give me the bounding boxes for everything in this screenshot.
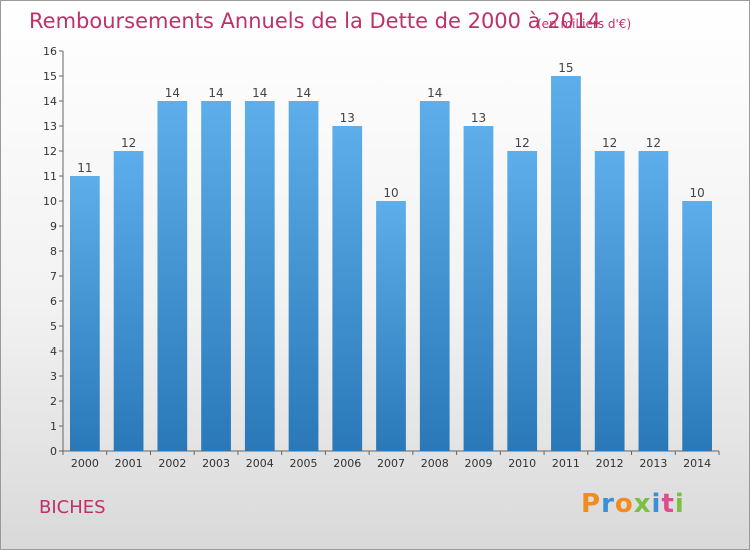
bar-2006 [332, 126, 363, 451]
bar-value-label: 14 [165, 86, 180, 100]
bar-value-label: 14 [427, 86, 442, 100]
bar-2001 [113, 151, 144, 451]
x-tick-label: 2010 [508, 457, 536, 470]
logo-letter: r [601, 489, 615, 519]
y-tick-label: 16 [43, 45, 57, 58]
bar-value-label: 14 [208, 86, 223, 100]
y-tick-label: 15 [43, 70, 57, 83]
bar-value-label: 12 [602, 136, 617, 150]
bar-value-label: 12 [515, 136, 530, 150]
bar-2010 [507, 151, 538, 451]
bar-2000 [69, 176, 100, 451]
y-tick-label: 7 [50, 270, 57, 283]
logo-letter: i [674, 489, 685, 519]
x-tick-label: 2007 [377, 457, 405, 470]
x-tick-label: 2006 [333, 457, 361, 470]
x-tick-label: 2011 [552, 457, 580, 470]
bar-2005 [288, 101, 319, 451]
x-tick-label: 2012 [596, 457, 624, 470]
y-tick-label: 3 [50, 370, 57, 383]
x-tick-label: 2009 [464, 457, 492, 470]
x-tick-label: 2013 [639, 457, 667, 470]
chart-unit: (en milliers d'€) [537, 17, 632, 31]
x-tick-label: 2004 [246, 457, 274, 470]
bar-value-label: 10 [383, 186, 398, 200]
x-tick-label: 2003 [202, 457, 230, 470]
bar-value-label: 14 [296, 86, 311, 100]
proxiti-logo[interactable]: Proxiti [581, 489, 685, 525]
chart-title: Remboursements Annuels de la Dette de 20… [29, 9, 601, 33]
y-tick-label: 10 [43, 195, 57, 208]
bar-value-label: 13 [471, 111, 486, 125]
commune-name: BICHES [39, 497, 106, 518]
y-tick-label: 11 [43, 170, 57, 183]
bar-2002 [157, 101, 188, 451]
bar-2009 [463, 126, 494, 451]
x-tick-label: 2001 [115, 457, 143, 470]
logo-letter: o [614, 489, 634, 519]
bar-value-label: 12 [121, 136, 136, 150]
y-tick-label: 1 [50, 420, 57, 433]
logo-letter: t [661, 489, 675, 519]
bar-2011 [551, 76, 581, 451]
bar-2004 [244, 101, 275, 451]
logo-letter: i [651, 489, 662, 519]
bar-2013 [638, 151, 669, 451]
y-tick-label: 12 [43, 145, 57, 158]
x-tick-label: 2008 [421, 457, 449, 470]
bar-2003 [201, 101, 231, 451]
bar-2014 [682, 201, 713, 451]
logo-letter: P [581, 489, 602, 519]
x-tick-label: 2014 [683, 457, 711, 470]
y-tick-label: 14 [43, 95, 57, 108]
bar-2008 [419, 101, 450, 451]
bar-2012 [594, 151, 625, 451]
y-tick-label: 9 [50, 220, 57, 233]
chart-bars [69, 76, 713, 451]
x-tick-label: 2000 [71, 457, 99, 470]
y-tick-label: 6 [50, 295, 57, 308]
y-tick-label: 13 [43, 120, 57, 133]
y-tick-label: 5 [50, 320, 57, 333]
y-tick-label: 0 [50, 445, 57, 458]
x-tick-label: 2002 [158, 457, 186, 470]
bar-value-label: 11 [77, 161, 92, 175]
y-tick-label: 8 [50, 245, 57, 258]
x-tick-label: 2005 [290, 457, 318, 470]
logo-letter: x [633, 489, 652, 519]
bar-value-label: 14 [252, 86, 267, 100]
chart-labels: 11 2000 12 2001 14 2002 14 2003 14 2004 14 2005 13 20… [71, 61, 711, 470]
bar-2007 [376, 201, 406, 451]
bar-value-label: 10 [689, 186, 704, 200]
bar-value-label: 15 [558, 61, 573, 75]
bar-value-label: 13 [340, 111, 355, 125]
y-tick-label: 2 [50, 395, 57, 408]
y-tick-label: 4 [50, 345, 57, 358]
bar-value-label: 12 [646, 136, 661, 150]
